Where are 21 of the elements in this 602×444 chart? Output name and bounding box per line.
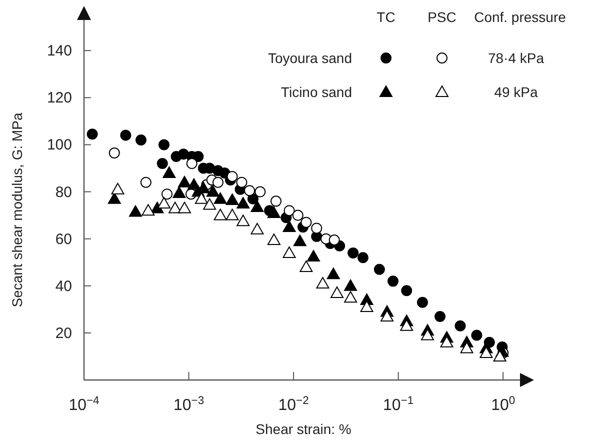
y-tick-label: 40	[55, 278, 72, 295]
x-tick-label: 10$^{−2}$	[278, 395, 309, 414]
y-tick-label: 60	[55, 230, 72, 248]
annotation: TC	[376, 9, 396, 25]
x-tick-label: 10$^{−1}$	[383, 395, 414, 414]
annotation: Conf. pressure	[474, 9, 566, 25]
y-tick-label: 80	[55, 184, 72, 201]
legend-label: Toyoura sand	[268, 50, 352, 66]
y-tick-label: 120	[46, 90, 72, 107]
annotation: PSC	[428, 9, 456, 25]
y-tick-label: 140	[46, 42, 72, 60]
x-tick-label: 10$^{−3}$	[173, 395, 204, 414]
annotation: 49 kPa	[494, 84, 538, 100]
y-axis-title: Secant shear modulus, G: MPa	[9, 112, 25, 308]
annotation: 78·4 kPa	[488, 50, 544, 66]
legend-label: Ticino sand	[280, 84, 352, 100]
x-tick-label: 10$^{−4}$	[68, 395, 100, 414]
x-axis-title: Shear strain: %	[256, 421, 352, 437]
y-tick-label: 20	[55, 324, 72, 342]
x-tick-label: 10$^{0}$	[491, 395, 516, 414]
y-tick-label: 100	[46, 136, 72, 154]
